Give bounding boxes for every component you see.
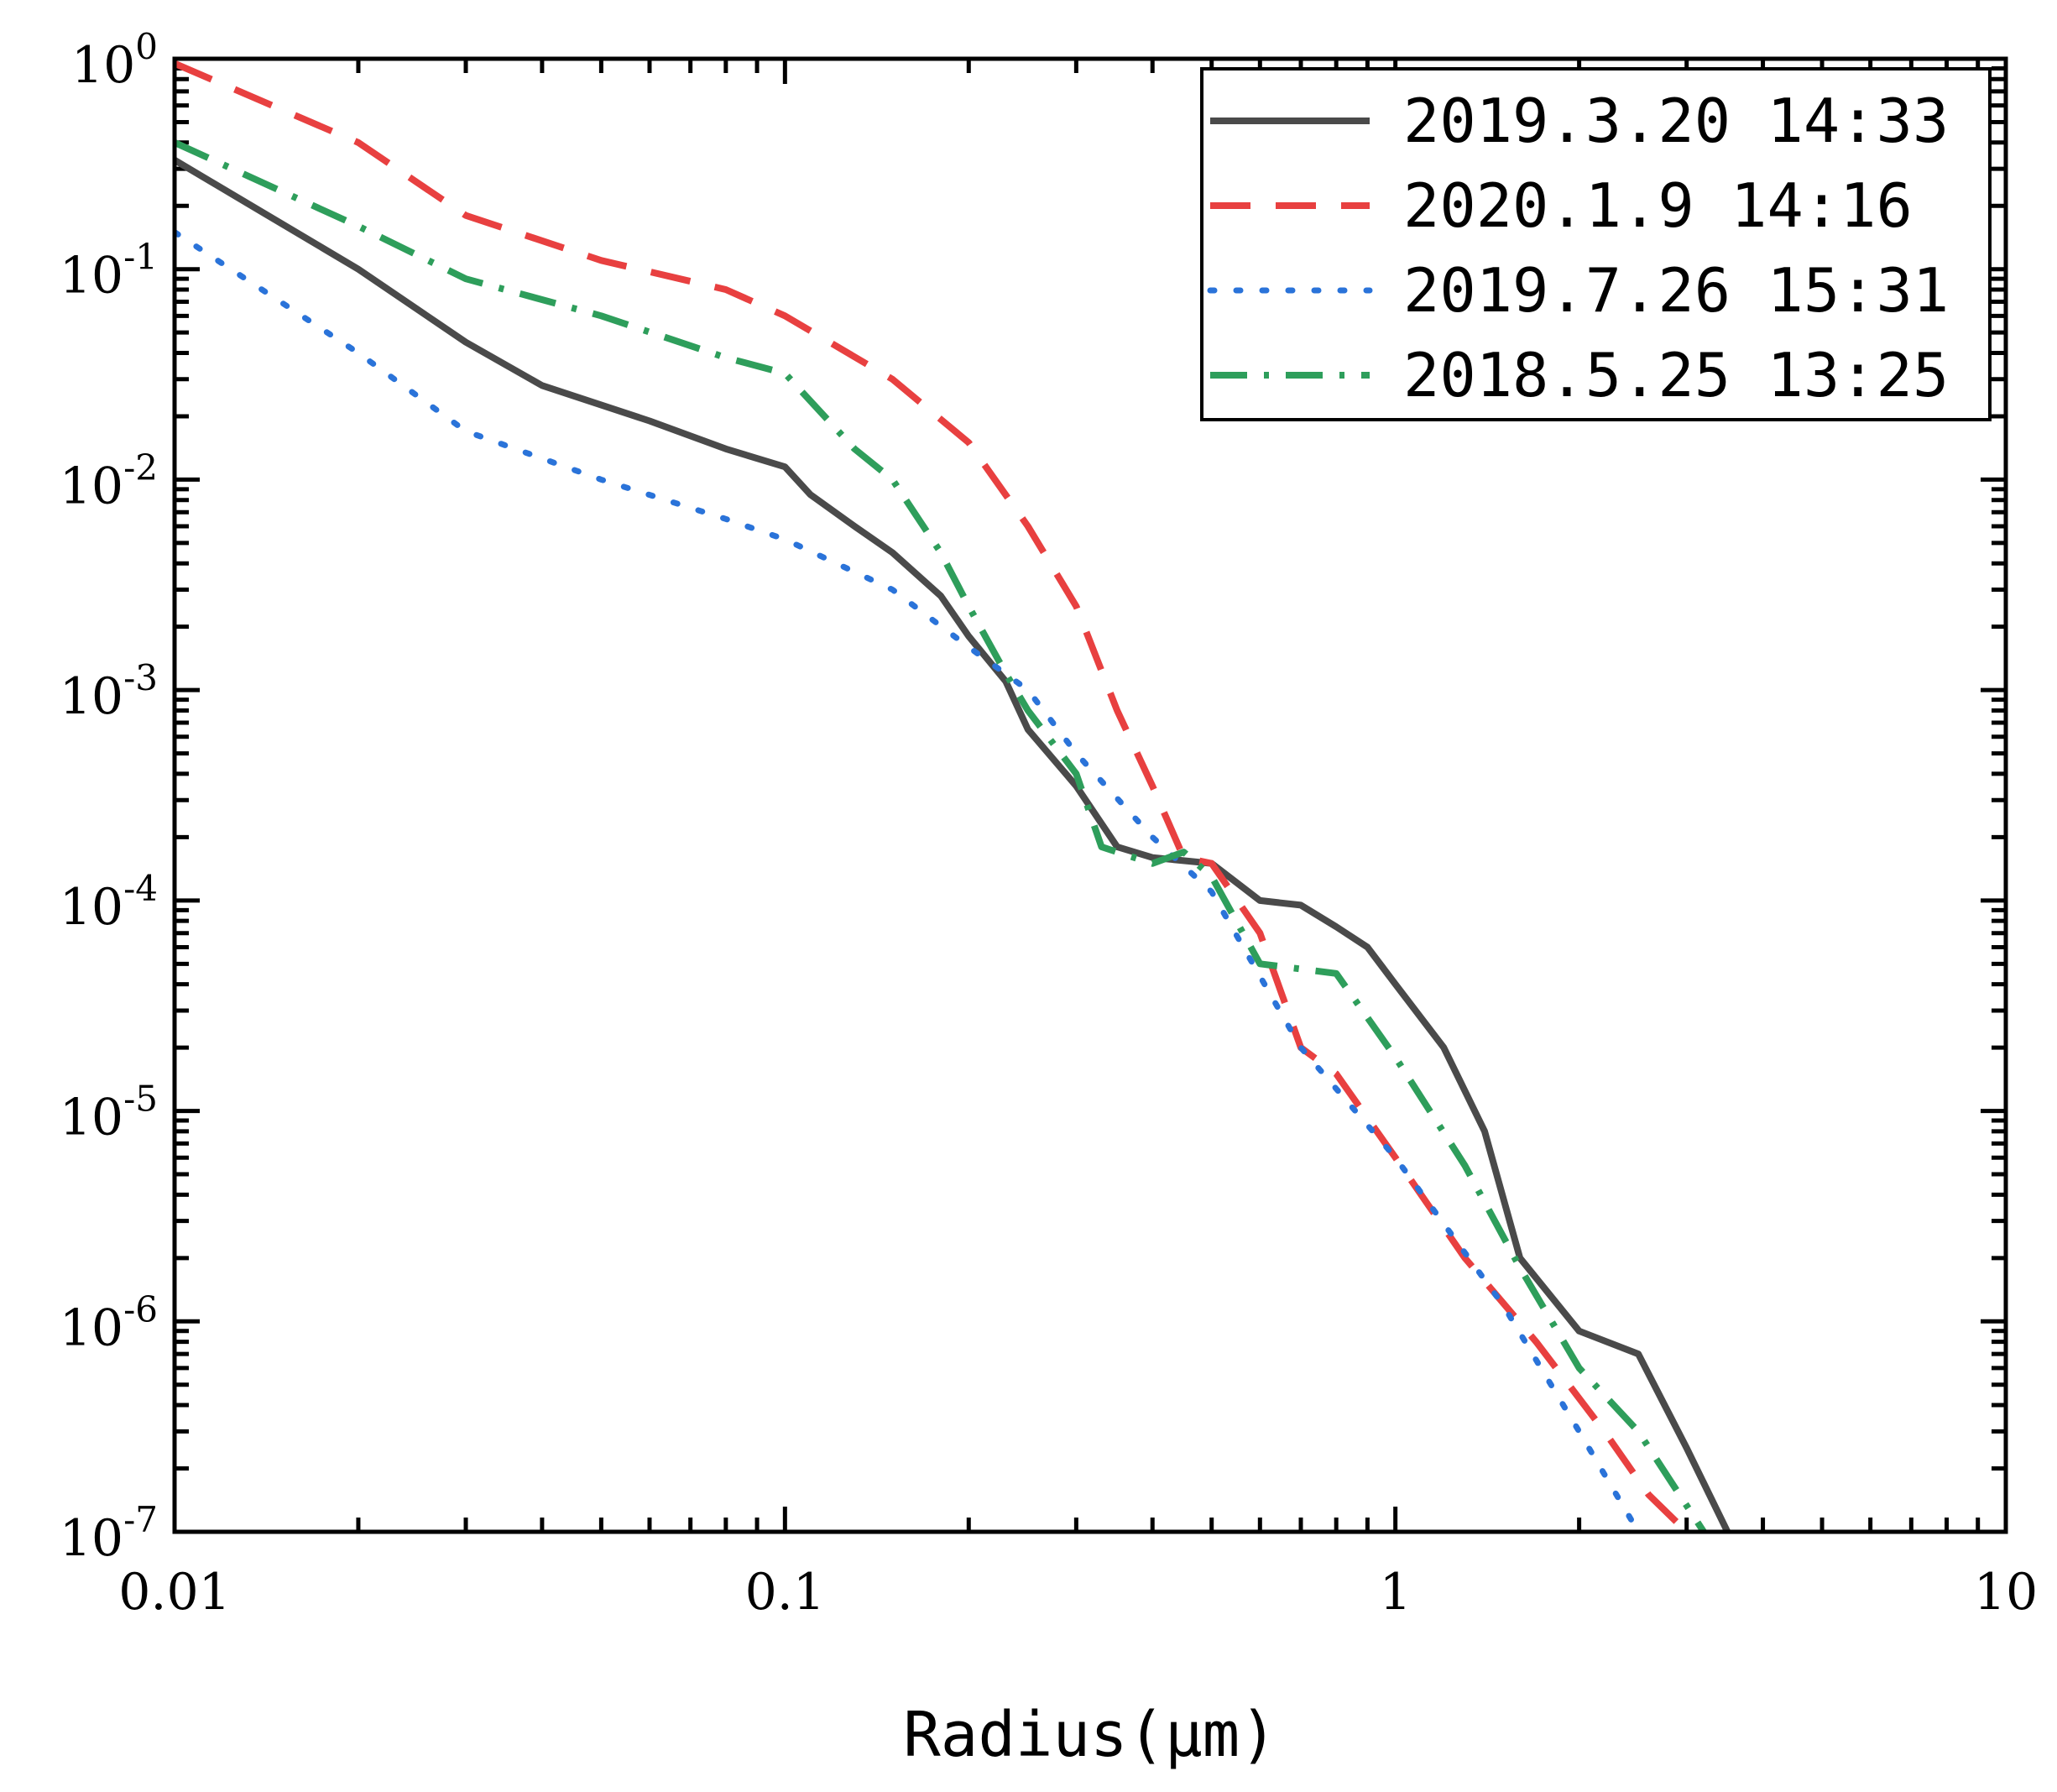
legend-label-1: 2019.3.20 14:33 [1403, 86, 1949, 156]
y-tick-label: 10-2 [60, 447, 158, 515]
y-tick-label: 10-4 [60, 868, 158, 937]
y-tick-label: 10-1 [60, 237, 158, 306]
series-line-1 [175, 157, 1731, 1532]
y-tick-label: 10-7 [60, 1499, 158, 1568]
legend-box [1200, 67, 1992, 421]
x-tick-label: 1 [1380, 1563, 1412, 1622]
y-tick-label: 100 [71, 26, 158, 95]
x-tick-label: 0.1 [745, 1563, 825, 1622]
tick-labels-layer: 0.01 0.1 1 10 100 10-1 10-2 10-3 10-4 10-5 10-6 10-… [60, 26, 2038, 1622]
legend: 2019.3.20 14:33 2020.1.9 14:16 2019.7.26 1… [1200, 67, 1992, 421]
legend-label-2: 2020.1.9 14:16 [1403, 170, 1913, 241]
plot-frame [172, 56, 2008, 1534]
x-tick-label: 10 [1974, 1563, 2038, 1622]
y-tick-label: 10-5 [60, 1079, 158, 1147]
series-line-2 [175, 60, 1689, 1532]
y-tick-label: 10-3 [60, 657, 158, 726]
y-tick-label: 10-6 [60, 1288, 158, 1357]
series-layer [175, 60, 1731, 1532]
ticks-layer [172, 59, 2006, 1534]
x-tick-label: 0.01 [118, 1563, 231, 1622]
x-axis-title: Radius(μm) [903, 1699, 1277, 1771]
series-line-4 [175, 139, 1707, 1532]
legend-label-3: 2019.7.26 15:31 [1403, 255, 1949, 326]
series-line-3 [175, 229, 1642, 1532]
legend-label-4: 2018.5.25 13:25 [1403, 340, 1949, 410]
